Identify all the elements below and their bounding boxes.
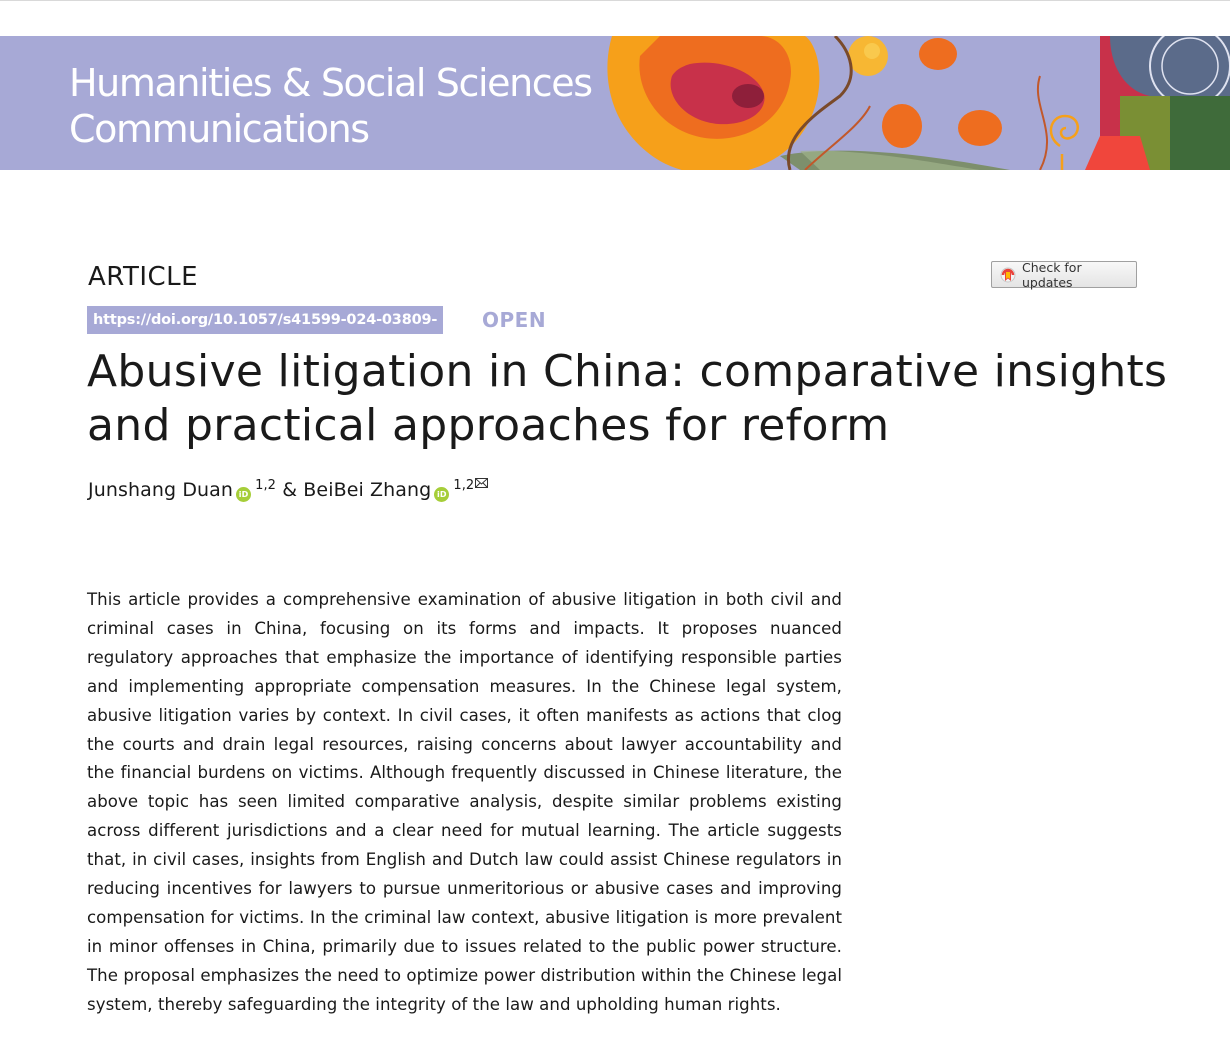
author-affiliations: 1,2: [255, 478, 277, 493]
article-type-label: ARTICLE: [88, 262, 199, 292]
author-name[interactable]: Junshang Duan: [88, 479, 234, 501]
article-title-line-1: Abusive litigation in China: comparative…: [87, 346, 1168, 397]
journal-title-line-1: Humanities & Social Sciences: [69, 61, 593, 105]
open-access-label: OPEN: [482, 308, 547, 332]
author-list: Junshang Duan iD1,2 & BeiBei Zhang iD1,2: [88, 478, 489, 502]
abstract-text: This article provides a comprehensive ex…: [87, 590, 842, 1014]
author-name[interactable]: BeiBei Zhang: [303, 479, 432, 501]
doi-link[interactable]: https://doi.org/10.1057/s41599-024-03809…: [87, 306, 443, 356]
orcid-icon[interactable]: iD: [236, 487, 252, 502]
envelope-icon[interactable]: [475, 478, 489, 488]
check-for-updates-button[interactable]: Check for updates: [991, 259, 1137, 290]
top-rule: [0, 0, 1230, 1]
check-for-updates-label: Check for updates: [1021, 259, 1082, 290]
author-affiliations: 1,2: [453, 478, 475, 493]
article-title: Abusive litigation in China: comparative…: [87, 345, 1167, 453]
orcid-icon[interactable]: iD: [434, 487, 450, 502]
author-separator: &: [282, 479, 298, 501]
banner-artwork: [607, 36, 1230, 170]
article-title-line-2: and practical approaches for reform: [87, 400, 890, 451]
journal-title-line-2: Communications: [69, 107, 370, 151]
journal-banner[interactable]: Humanities & Social Sciences Communicati…: [0, 36, 1230, 170]
check-for-updates-icon: [1000, 267, 1016, 282]
journal-title[interactable]: Humanities & Social Sciences Communicati…: [69, 60, 593, 152]
